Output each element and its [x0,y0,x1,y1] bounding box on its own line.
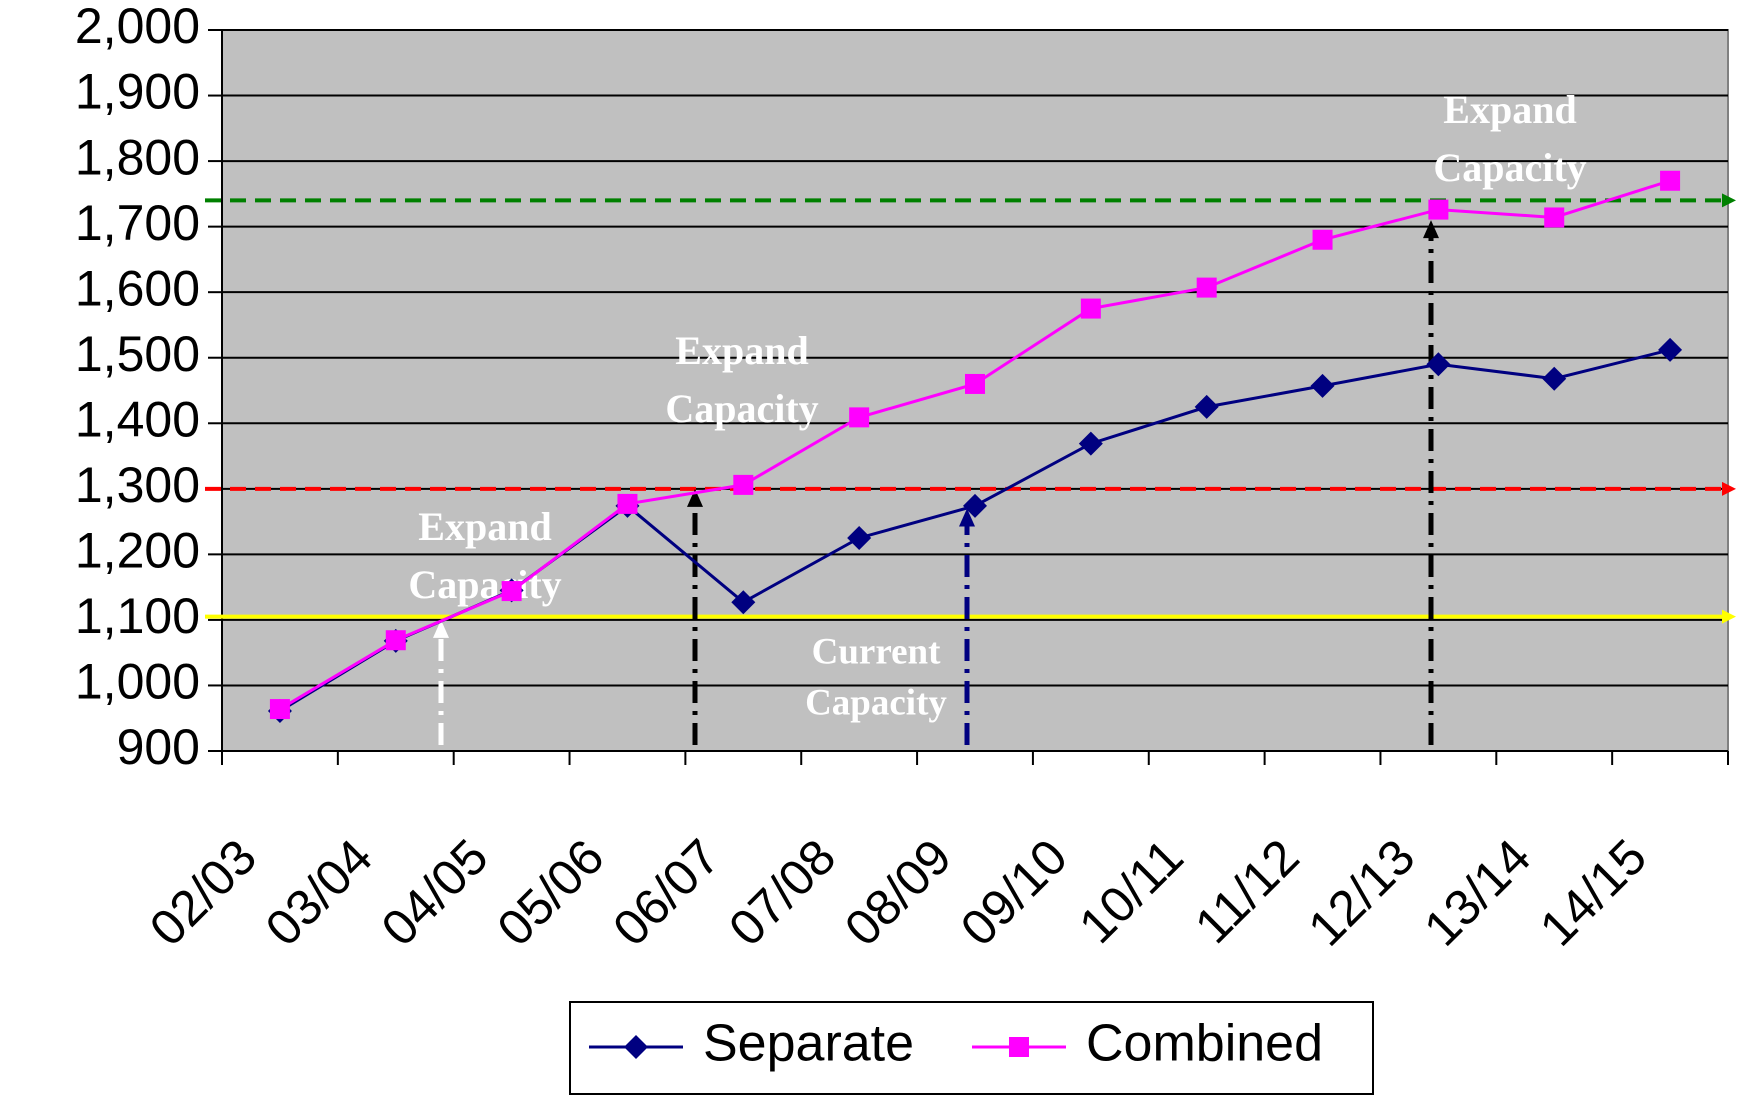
reference-arrowhead [1722,193,1736,208]
data-point [1194,394,1219,419]
data-point [1542,366,1567,391]
x-tick-label: 14/15 [1529,829,1657,957]
annotation-arrowhead [959,508,975,527]
data-point [1310,373,1335,398]
data-point [1078,431,1103,456]
data-point [963,493,987,518]
annotation-text: Capacity [665,386,818,431]
data-point [1312,229,1333,250]
annotation-text: Expand [675,328,808,373]
data-point [733,474,754,495]
data-point [847,525,872,550]
data-point [385,630,406,651]
annotation-arrowhead [433,619,449,638]
data-point [965,373,985,394]
data-point [269,699,290,720]
x-tick-label: 05/06 [487,829,615,957]
y-tick-label: 1,200 [75,523,200,579]
reference-arrowhead [1722,481,1736,496]
y-tick-label: 1,500 [75,326,200,382]
y-tick-label: 1,300 [75,457,200,513]
legend-label: Separate [703,1015,914,1073]
data-point [1428,199,1449,220]
y-tick-label: 1,800 [75,129,200,185]
data-point [1658,337,1683,362]
annotation-text: Capacity [408,562,561,607]
data-point [617,493,638,514]
legend-box [569,1001,1374,1095]
annotation-text: Expand [418,504,551,549]
annotation-text: Capacity [1433,145,1586,190]
data-point [501,581,522,602]
legend-label: Combined [1086,1015,1323,1073]
data-point [731,590,756,615]
y-tick-label: 1,900 [75,64,200,120]
y-tick-label: 1,000 [75,654,200,710]
data-point [849,407,870,428]
x-tick-label: 03/04 [255,829,383,957]
data-point [1426,352,1451,377]
y-tick-label: 2,000 [75,0,200,54]
x-tick-label: 08/09 [834,829,962,957]
x-tick-label: 11/12 [1184,829,1309,954]
x-tick-label: 12/13 [1297,829,1425,957]
y-tick-label: 1,400 [75,391,200,447]
annotation-text: Expand [1443,87,1576,132]
y-tick-label: 900 [117,719,200,775]
x-tick-label: 13/14 [1413,829,1541,957]
data-point [1544,207,1565,228]
annotation-text: Current [812,631,941,672]
annotation-arrowhead [687,488,703,507]
data-point [1660,170,1681,191]
x-tick-label: 07/08 [718,829,846,957]
legend-marker [624,1035,648,1059]
x-tick-label: 04/05 [371,829,499,957]
data-point [1080,298,1101,319]
data-point [1196,277,1217,298]
y-tick-label: 1,100 [75,588,200,644]
annotation-text: Capacity [805,682,947,723]
x-tick-label: 02/03 [139,829,267,957]
x-tick-label: 06/07 [602,829,730,957]
legend-marker [1009,1037,1029,1057]
x-tick-label: 10/11 [1068,829,1193,954]
x-tick-label: 09/10 [950,829,1078,957]
y-tick-label: 1,700 [75,195,200,251]
y-tick-label: 1,600 [75,260,200,316]
reference-arrowhead [1722,609,1736,624]
annotation-arrowhead [1423,220,1439,239]
